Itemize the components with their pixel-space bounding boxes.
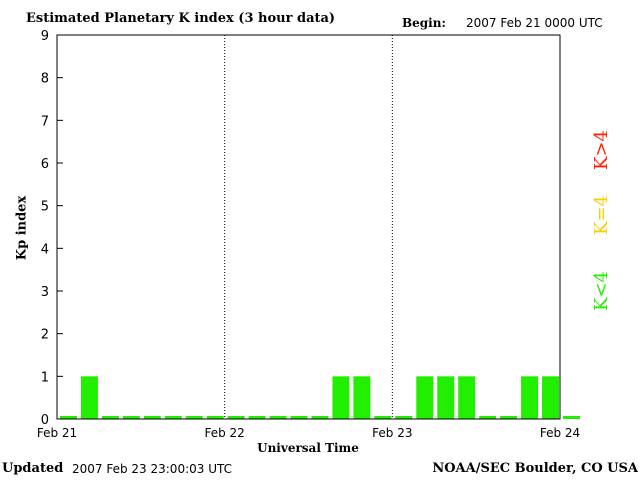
x-axis: Feb 21 Feb 22 Feb 23 Feb 24: [37, 426, 580, 440]
bar-series: [60, 376, 580, 419]
kp-bar: [143, 416, 161, 419]
kp-bar: [458, 376, 476, 419]
kp-bar: [248, 416, 266, 419]
kp-bar: [563, 416, 580, 419]
begin-label: Begin:: [402, 16, 446, 30]
y-tick-label: 4: [41, 242, 49, 257]
credit-text: NOAA/SEC Boulder, CO USA: [432, 461, 638, 476]
y-tick-label: 8: [41, 72, 49, 87]
kp-bar: [80, 376, 98, 419]
day-gridlines: [224, 35, 393, 419]
kp-bar: [290, 416, 308, 419]
kp-bar: [395, 416, 413, 419]
x-axis-label: Universal Time: [257, 441, 359, 455]
kp-bar: [416, 376, 434, 419]
kp-bar: [206, 416, 224, 419]
legend-k-less-4: K<4: [591, 271, 612, 311]
kp-bar: [479, 416, 497, 419]
kp-bar: [164, 416, 182, 419]
y-tick-label: 5: [41, 200, 49, 215]
kp-bar: [521, 376, 539, 419]
y-tick-label: 3: [41, 285, 49, 300]
kp-bar: [60, 416, 77, 419]
kp-bar: [374, 416, 392, 419]
kp-bar: [332, 376, 350, 419]
x-tick-label: Feb 24: [540, 426, 580, 440]
kp-bar: [311, 416, 329, 419]
y-tick-label: 1: [41, 370, 49, 385]
updated-timestamp: 2007 Feb 23 23:00:03 UTC: [72, 462, 232, 476]
y-tick-label: 7: [41, 114, 49, 129]
chart-title: Estimated Planetary K index (3 hour data…: [26, 11, 336, 26]
kp-bar: [101, 416, 119, 419]
kp-bar: [500, 416, 518, 419]
legend-k-equal-4: K=4: [591, 195, 612, 235]
kp-bar: [185, 416, 203, 419]
y-tick-label: 0: [41, 413, 49, 428]
kp-bar: [269, 416, 287, 419]
plot-frame: [56, 34, 561, 420]
x-tick-label: Feb 21: [37, 426, 77, 440]
y-tick-label: 9: [41, 29, 49, 44]
kp-bar: [227, 416, 245, 419]
begin-value: 2007 Feb 21 0000 UTC: [466, 16, 603, 30]
x-tick-label: Feb 22: [204, 426, 244, 440]
kp-bar: [353, 376, 371, 419]
y-tick-label: 6: [41, 157, 49, 172]
kp-bar: [542, 376, 559, 419]
y-axis-label: Kp index: [14, 195, 30, 261]
x-tick-label: Feb 23: [372, 426, 412, 440]
y-axis: 0 1 2 3 4 5 6 7 8 9: [41, 29, 63, 428]
legend-k-greater-4: K>4: [591, 130, 612, 170]
kp-bar: [122, 416, 140, 419]
updated-label: Updated: [2, 461, 64, 476]
y-tick-label: 2: [41, 328, 49, 343]
kp-bar: [437, 376, 455, 419]
